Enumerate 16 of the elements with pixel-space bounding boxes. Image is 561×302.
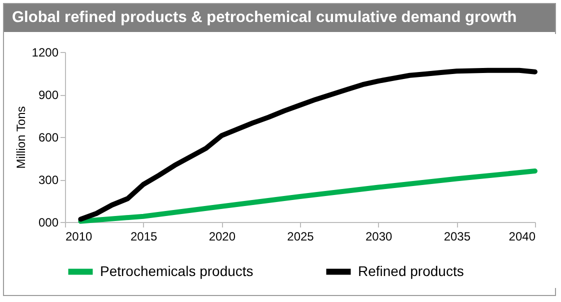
y-tick-label: 900 bbox=[38, 88, 59, 102]
x-tick-label: 2040 bbox=[508, 230, 536, 244]
x-tick-label: 2030 bbox=[365, 230, 393, 244]
y-tick-label: 300 bbox=[38, 173, 59, 187]
x-tick-label: 2035 bbox=[444, 230, 471, 244]
x-tick-label: 2025 bbox=[287, 230, 314, 244]
x-tick-label: 2015 bbox=[130, 230, 158, 244]
y-tick-label: 000 bbox=[38, 216, 59, 230]
legend-label: Petrochemicals products bbox=[100, 262, 254, 279]
legend-label: Refined products bbox=[358, 262, 464, 279]
y-axis-title: Million Tons bbox=[14, 106, 28, 169]
y-tick-label: 1200 bbox=[32, 46, 59, 60]
y-tick-label: 600 bbox=[38, 130, 59, 144]
x-tick-label: 2020 bbox=[208, 230, 236, 244]
chart-title: Global refined products & petrochemical cumulative demand growth bbox=[4, 4, 555, 32]
x-tick-label: 2010 bbox=[66, 230, 93, 244]
